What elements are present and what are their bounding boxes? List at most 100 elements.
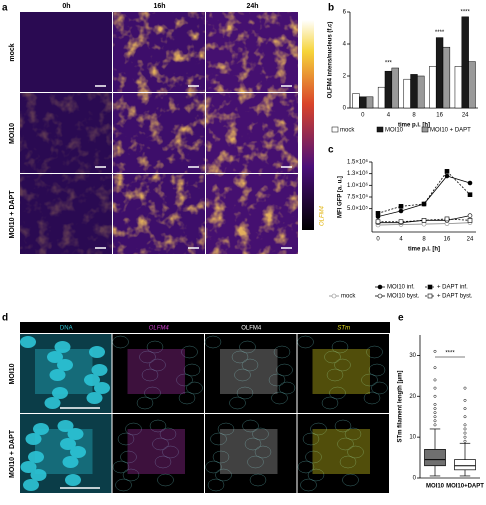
outlier (433, 366, 437, 370)
micrograph-signal (312, 429, 370, 474)
y-tick-label: 0 (413, 476, 417, 482)
y-tick-label: 5.0×10⁵ (347, 205, 369, 212)
nucleus-outline (268, 373, 286, 387)
bar (468, 61, 476, 109)
marker (421, 218, 427, 223)
y-tick-label: 20 (409, 394, 416, 400)
nucleus-outline (347, 445, 364, 459)
outlier (463, 407, 467, 410)
nucleus-outline (149, 419, 167, 433)
nucleus-outline (326, 368, 344, 382)
outlier (433, 407, 437, 410)
nucleus-outline (297, 335, 314, 349)
marker (444, 173, 450, 179)
nucleus-outline (366, 345, 383, 359)
x-axis-label: time p.i. [h] (408, 247, 440, 253)
marker (398, 219, 404, 225)
bar (377, 86, 386, 109)
column-header: OLFM4 (241, 326, 262, 332)
nucleus-outline (183, 363, 201, 377)
colorbar (302, 20, 314, 230)
nucleus-outline (54, 341, 71, 353)
marker (377, 293, 383, 299)
nucleus-outline (139, 350, 156, 364)
y-tick-label: 4 (343, 42, 347, 48)
marker (467, 180, 473, 186)
panel-label: a (2, 3, 8, 14)
y-tick-label: 30 (409, 353, 416, 359)
bar (454, 66, 463, 109)
micrograph (20, 12, 112, 92)
micrograph-signal (113, 93, 205, 173)
nucleus-outline (49, 369, 66, 381)
nucleus-outline (300, 478, 317, 492)
nucleus-outline (20, 461, 37, 473)
nucleus-outline (91, 364, 108, 376)
micrograph-signal (312, 349, 370, 394)
row-header: mock (9, 43, 16, 61)
nucleus-outline (234, 368, 251, 382)
colorbar-label: OLFM4 (320, 205, 326, 226)
nucleus-outline (181, 345, 198, 359)
column-header: STm (337, 326, 350, 332)
nucleus-outline (334, 358, 351, 372)
x-tick-label: 4 (387, 113, 391, 119)
row-header: MOI10 + DAPT (9, 429, 16, 478)
nucleus-outline (310, 422, 327, 436)
legend-swatch (376, 126, 384, 133)
nucleus-outline (57, 359, 73, 371)
micrograph-signal (35, 349, 93, 394)
nucleus-outline (361, 373, 378, 387)
legend-label: MOI10 (385, 128, 404, 134)
legend-label: mock (341, 294, 356, 300)
micrograph-signal (127, 349, 185, 394)
legend-label: MOI10 byst. (387, 294, 420, 300)
nucleus-outline (152, 437, 169, 451)
column-header: 0h (62, 3, 70, 10)
marker (444, 169, 450, 174)
marker (467, 192, 473, 197)
nucleus-outline (186, 381, 203, 395)
bar (461, 16, 469, 109)
x-tick-label: 24 (462, 113, 469, 119)
nucleus-outline (210, 432, 227, 446)
nucleus-outline (249, 473, 267, 487)
nucleus-outline (159, 427, 177, 441)
nucleus-outline (122, 468, 140, 482)
panel-label: d (2, 313, 8, 324)
nucleus-outline (178, 391, 196, 405)
outlier (433, 403, 437, 406)
x-tick-label: 8 (412, 113, 416, 119)
micrograph-signal (35, 429, 93, 474)
x-tick-label: 16 (444, 237, 451, 243)
outlier (463, 435, 467, 439)
column-header: DNA (60, 326, 73, 332)
nucleus-outline (47, 351, 63, 363)
x-tick-label: 24 (467, 237, 474, 243)
y-tick-label: 1.5×10⁶ (347, 159, 369, 166)
nucleus-outline (28, 451, 44, 463)
nucleus-outline (89, 346, 105, 358)
nucleus-outline (65, 474, 81, 486)
nucleus-outline (297, 460, 315, 474)
micrograph-signal (206, 93, 298, 173)
nucleus-outline (154, 455, 172, 469)
nucleus-outline (278, 381, 296, 395)
significance: **** (445, 351, 455, 357)
micrograph-signal (206, 174, 298, 254)
marker (398, 208, 404, 214)
outlier (463, 415, 467, 419)
y-axis-label: MFI GFP [a. u.] (338, 176, 344, 218)
nucleus-outline (305, 450, 322, 464)
nucleus-outline (136, 396, 154, 410)
outlier (433, 411, 437, 415)
column-header: OLFM4 (149, 326, 170, 332)
nucleus-outline (157, 473, 174, 487)
nucleus-outline (236, 386, 254, 400)
y-axis-label: OLFM4 intens/nucleus (f.c) (328, 22, 334, 99)
legend-label: mock (340, 128, 355, 134)
nucleus-outline (44, 397, 61, 409)
nucleus-outline (162, 445, 179, 459)
row-header: MOI10 (9, 123, 16, 144)
